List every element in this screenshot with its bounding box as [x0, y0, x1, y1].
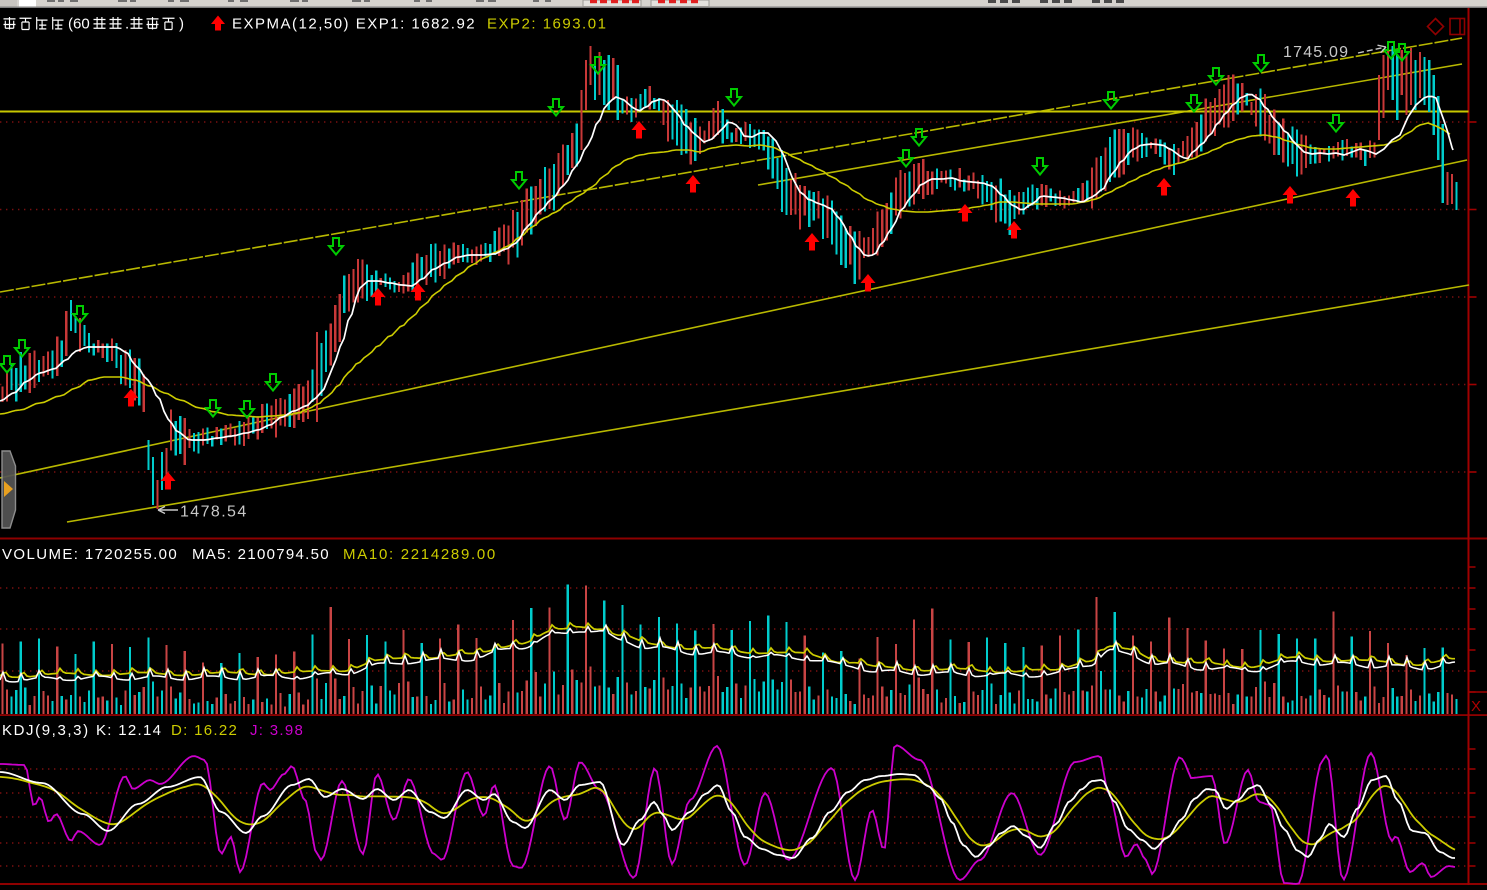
svg-text:MA10: 2214289.00: MA10: 2214289.00 — [343, 546, 497, 563]
svg-text:X: X — [1471, 698, 1481, 715]
svg-text:KDJ(9,3,3): KDJ(9,3,3) — [2, 722, 90, 739]
svg-text:VOLUME: 1720255.00: VOLUME: 1720255.00 — [2, 546, 178, 563]
svg-text:D: 16.22: D: 16.22 — [171, 722, 238, 739]
svg-text:MA5: 2100794.50: MA5: 2100794.50 — [192, 546, 330, 563]
svg-text:1745.09: 1745.09 — [1283, 44, 1349, 61]
svg-text:EXP2: 1693.01: EXP2: 1693.01 — [487, 16, 607, 33]
svg-text:1478.54: 1478.54 — [180, 504, 248, 521]
svg-text:J: 3.98: J: 3.98 — [250, 722, 304, 739]
svg-text:EXPMA(12,50) EXP1: 1682.92: EXPMA(12,50) EXP1: 1682.92 — [232, 16, 476, 33]
svg-text:.: . — [125, 16, 129, 33]
svg-text:(60: (60 — [68, 16, 90, 33]
svg-text:): ) — [179, 16, 184, 33]
svg-text:K: 12.14: K: 12.14 — [96, 722, 162, 739]
